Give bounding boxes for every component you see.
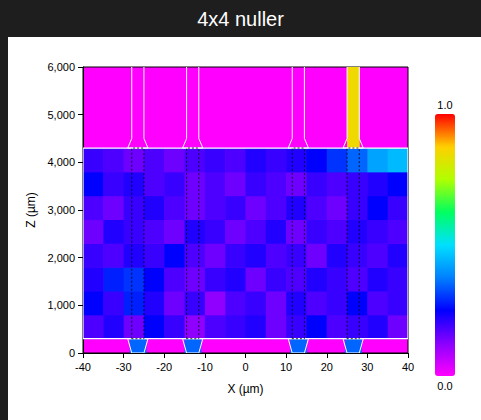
svg-text:-30: -30 [116, 361, 132, 373]
svg-text:4x4 nuller: 4x4 nuller [197, 8, 284, 30]
svg-text:1.0: 1.0 [437, 99, 452, 111]
svg-text:10: 10 [280, 361, 292, 373]
svg-text:X (µm): X (µm) [227, 382, 263, 396]
svg-text:40: 40 [402, 361, 414, 373]
svg-text:30: 30 [361, 361, 373, 373]
svg-text:0: 0 [69, 347, 75, 359]
svg-text:-10: -10 [197, 361, 213, 373]
svg-text:-40: -40 [75, 361, 91, 373]
svg-text:-20: -20 [156, 361, 172, 373]
svg-text:Z (µm): Z (µm) [24, 192, 38, 228]
svg-text:1,000: 1,000 [47, 299, 75, 311]
svg-text:20: 20 [321, 361, 333, 373]
svg-text:6,000: 6,000 [47, 61, 75, 73]
svg-text:4,000: 4,000 [47, 156, 75, 168]
svg-text:2,000: 2,000 [47, 252, 75, 264]
svg-text:5,000: 5,000 [47, 109, 75, 121]
svg-text:0: 0 [242, 361, 248, 373]
svg-text:0.0: 0.0 [437, 380, 452, 392]
svg-text:3,000: 3,000 [47, 204, 75, 216]
